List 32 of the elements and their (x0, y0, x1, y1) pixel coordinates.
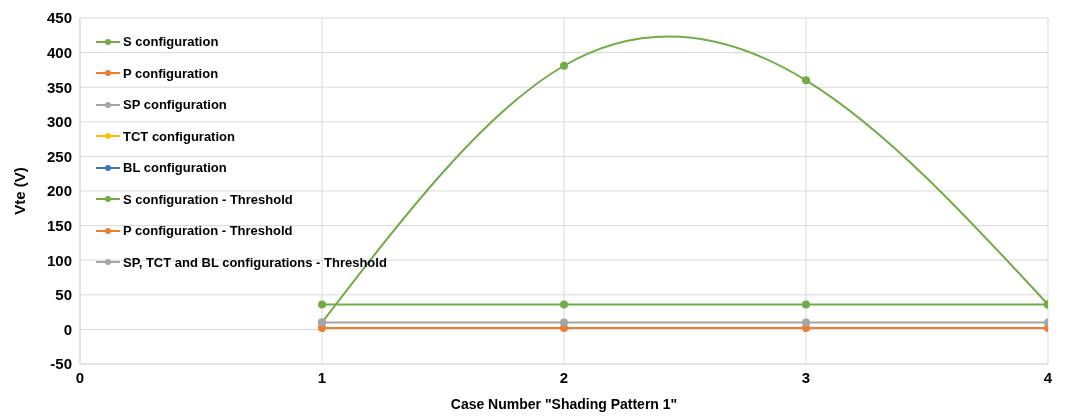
point (560, 61, 568, 70)
x-tick-label: 0 (75, 368, 85, 386)
legend-label: S configuration - Threshold (123, 191, 293, 207)
y-tick-label: 50 (55, 286, 72, 304)
y-tick-label: 250 (46, 147, 72, 165)
point (560, 300, 568, 309)
x-tick-label: 1 (317, 368, 327, 386)
point (802, 76, 810, 85)
x-tick-label: 3 (801, 368, 811, 386)
point (318, 300, 326, 309)
y-tick-label: 300 (46, 113, 72, 131)
legend-label: P configuration (123, 65, 219, 81)
x-tick-label: 4 (1043, 368, 1053, 386)
point (802, 318, 810, 327)
legend-label: TCT configuration (123, 128, 235, 144)
y-axis-title: Vte (V) (11, 167, 29, 215)
legend-label: S configuration (123, 34, 219, 50)
legend-label: BL configuration (123, 160, 227, 176)
y-tick-label: 400 (46, 43, 72, 61)
x-tick-label: 2 (559, 368, 569, 386)
y-tick-label: -50 (50, 355, 72, 373)
legend-label: SP configuration (123, 97, 227, 113)
point (560, 318, 568, 327)
y-tick-label: 100 (46, 251, 72, 269)
y-tick-label: 450 (46, 9, 72, 27)
y-tick-label: 200 (46, 182, 72, 200)
y-tick-label: 350 (46, 78, 72, 96)
legend-label: P configuration - Threshold (123, 223, 293, 239)
y-tick-label: 150 (46, 216, 72, 234)
y-tick-label: 0 (63, 320, 72, 338)
x-axis-title: Case Number "Shading Pattern 1" (450, 396, 678, 412)
point (802, 300, 810, 309)
